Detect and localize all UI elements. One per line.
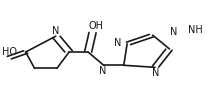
Text: N: N [170,27,177,37]
Text: NH: NH [188,25,203,35]
Text: OH: OH [88,21,103,31]
Text: N: N [114,38,122,48]
Text: N: N [52,26,60,36]
Text: N: N [99,66,106,76]
Text: N: N [152,68,160,78]
Text: HO: HO [2,47,17,57]
